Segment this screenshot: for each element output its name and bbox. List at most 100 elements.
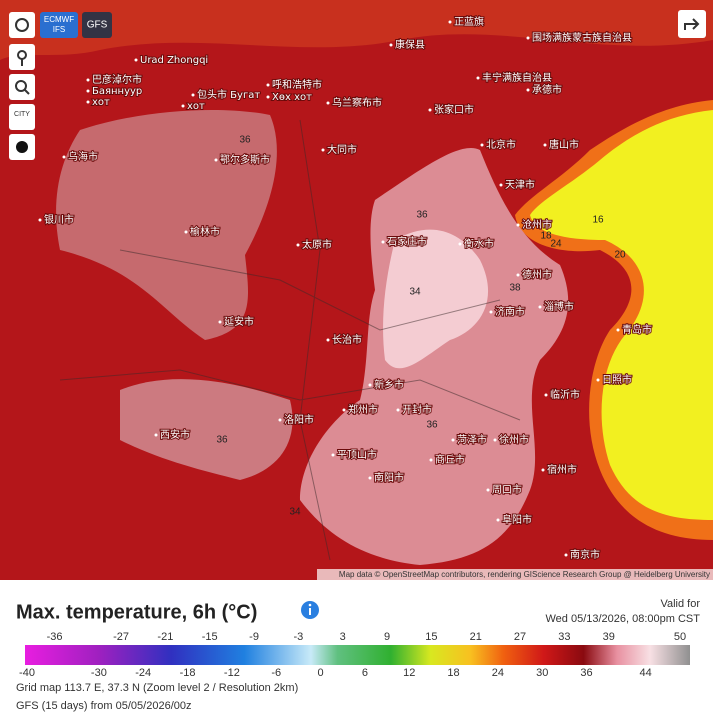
border-lines	[59, 119, 521, 561]
contour-label: 24	[550, 239, 562, 250]
hottest-zone	[383, 229, 489, 369]
place-label: 淄博市	[544, 300, 574, 313]
place-dot	[381, 240, 385, 244]
scale-label: -21	[157, 631, 173, 643]
scale-label: 6	[362, 667, 368, 679]
place-dot	[184, 230, 188, 234]
place-label: 呼和浩特市	[272, 78, 322, 91]
place-dot	[538, 305, 542, 309]
place-dot	[480, 143, 484, 147]
place-dot	[86, 100, 90, 104]
place-dot	[516, 273, 520, 277]
place-label: Баяннуур	[92, 86, 142, 97]
place-label: 郑州市	[348, 403, 378, 416]
scale-labels: -36 -27 -21 -15 -9 -3 3 9 15 21 27 33 39 50-40 -30 -24-…	[19, 631, 686, 679]
scale-label: 39	[603, 631, 615, 643]
place-label: 济南市	[495, 305, 525, 318]
scale-label: 50	[674, 631, 686, 643]
place-label: 南阳市	[374, 471, 404, 484]
place-label: 衡水市	[464, 237, 494, 250]
place-dot	[191, 93, 195, 97]
run-info: GFS (15 days) from 05/05/2026/00z	[16, 700, 191, 712]
place-label: 巴彦淖尔市	[92, 73, 142, 86]
city-label: CITY	[14, 111, 30, 118]
place-label: 德州市	[522, 268, 552, 281]
scale-label: 27	[514, 631, 526, 643]
control-zoom[interactable]	[9, 74, 35, 100]
place-dot	[543, 143, 547, 147]
warm-zone	[56, 110, 277, 340]
place-label: 包头市 Бугат	[197, 88, 260, 101]
gfs-label: GFS	[87, 20, 108, 31]
place-dot	[342, 408, 346, 412]
place-label: 天津市	[505, 178, 535, 191]
contour-label: 16	[592, 215, 604, 226]
place-dot	[218, 320, 222, 324]
control-reload[interactable]	[9, 12, 35, 38]
place-dot	[516, 223, 520, 227]
control-share[interactable]	[678, 10, 706, 38]
control-ecmwf[interactable]: ECMWF IFS	[40, 12, 78, 38]
place-label: хот	[187, 101, 205, 112]
scale-label: -9	[249, 631, 259, 643]
scale-label: -40	[19, 667, 35, 679]
place-dot	[544, 393, 548, 397]
scale-label: -12	[224, 667, 240, 679]
place-label: 大同市	[327, 143, 357, 156]
place-dot	[499, 183, 503, 187]
place-dot	[331, 453, 335, 457]
scale-label: 24	[492, 667, 504, 679]
place-dot	[389, 43, 393, 47]
contour-label: 34	[289, 507, 301, 518]
scale-label: -30	[91, 667, 107, 679]
control-gfs[interactable]: GFS	[82, 12, 112, 38]
place-label: 乌兰察布市	[332, 96, 382, 109]
valid-time: Wed 05/13/2026, 08:00pm CST	[545, 613, 700, 625]
contour-label: 18	[540, 231, 552, 242]
attribution: Map data © OpenStreetMap contributors, r…	[339, 570, 710, 579]
control-marker[interactable]	[9, 134, 35, 160]
place-dot	[486, 488, 490, 492]
ecmwf-label: IFS	[53, 25, 65, 34]
attribution-bg	[317, 569, 713, 580]
contour-label: 38	[509, 283, 521, 294]
scale-label: 33	[558, 631, 570, 643]
scale-label: 36	[580, 667, 592, 679]
map[interactable]	[0, 0, 713, 580]
scale-label: -27	[113, 631, 129, 643]
contour-label: 34	[409, 287, 421, 298]
place-dot	[134, 58, 138, 62]
place-dot	[38, 218, 42, 222]
place-dot	[596, 378, 600, 382]
place-label: 正蓝旗	[454, 15, 484, 28]
place-label: 南京市	[570, 548, 600, 561]
control-location[interactable]	[9, 44, 35, 70]
contour-label: 20	[614, 250, 626, 261]
north-band	[0, 0, 713, 60]
place-label: 商丘市	[435, 453, 465, 466]
place-dot	[396, 408, 400, 412]
info-button[interactable]	[301, 601, 319, 619]
scale-label: -36	[47, 631, 63, 643]
place-label: 乌海市	[68, 150, 98, 163]
place-label: 青岛市	[622, 323, 652, 336]
place-dot	[62, 155, 66, 159]
place-label: 石家庄市	[387, 235, 427, 248]
contour-label: 36	[426, 420, 438, 431]
place-dot	[496, 518, 500, 522]
scale-label: 15	[425, 631, 437, 643]
place-dot	[541, 468, 545, 472]
place-label: хот	[92, 97, 110, 108]
place-dot	[429, 458, 433, 462]
contour-label: 36	[216, 435, 228, 446]
place-dot	[476, 76, 480, 80]
place-dot	[526, 36, 530, 40]
scale-label: -24	[135, 667, 151, 679]
control-city[interactable]: CITY	[9, 104, 35, 130]
scale-label: 9	[384, 631, 390, 643]
legend-title: Max. temperature, 6h (°C)	[16, 601, 257, 623]
place-dot	[154, 433, 158, 437]
place-dot	[493, 438, 497, 442]
